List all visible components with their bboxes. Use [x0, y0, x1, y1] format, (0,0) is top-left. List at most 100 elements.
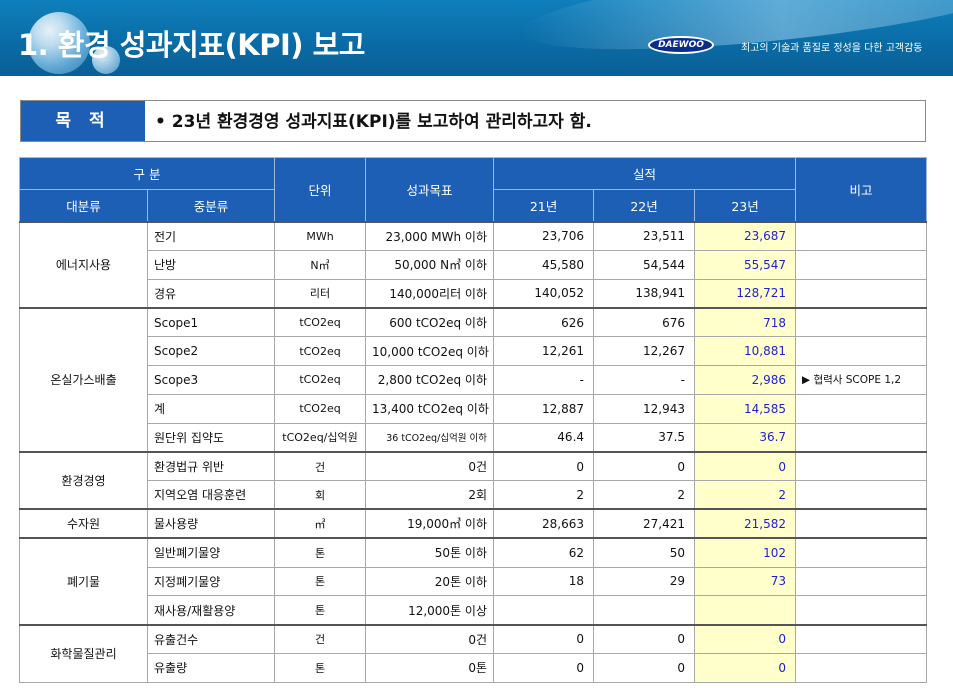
result-23-cell: 14,585: [694, 393, 797, 424]
result-23-cell: 718: [694, 306, 797, 338]
minor-category-cell: Scope1: [146, 306, 276, 338]
table-row: 온실가스배출 Scope1 tCO2eq 600 tCO2eq 이하 626 676 718: [19, 306, 928, 453]
note-cell: [795, 249, 928, 280]
result-21-cell: 2: [493, 480, 595, 510]
goal-cell: 13,400 tCO2eq 이하: [365, 393, 495, 424]
unit-cell: 건: [274, 450, 367, 482]
minor-category-cell: 원단위 집약도: [146, 422, 276, 453]
goal-cell: 50톤 이하: [365, 537, 495, 568]
major-category-cell: 온실가스배출: [19, 306, 148, 453]
bubble-decoration-icon: [28, 12, 90, 74]
result-21-cell: 23,706: [493, 220, 595, 251]
unit-cell: 톤: [274, 537, 367, 568]
note-cell: [795, 623, 928, 654]
kpi-table: 구 분 단위 성과목표 실적 비고 대분류 중분류 21년 22년 23년 에너…: [18, 157, 928, 683]
header-unit: 단위: [274, 157, 367, 222]
header-note: 비고: [795, 157, 928, 222]
major-category-cell: 에너지사용: [19, 220, 148, 309]
result-23-cell: 0: [694, 623, 797, 654]
table-row: 경유 리터 140,000리터 이하 140,052 138,941 128,721: [20, 278, 928, 309]
result-21-cell: 28,663: [493, 508, 595, 539]
goal-cell: 12,000톤 이상: [365, 595, 495, 626]
minor-category-cell: 전기: [146, 220, 276, 251]
header-major: 대분류: [19, 189, 148, 222]
unit-cell: N㎥: [274, 249, 367, 280]
note-cell: [795, 595, 928, 626]
header-goal: 성과목표: [365, 157, 495, 222]
result-22-cell: 54,544: [593, 249, 696, 280]
note-cell: [795, 480, 928, 510]
goal-cell: 0건: [365, 623, 495, 654]
table-row: 지정폐기물양 톤 20톤 이하 18 29 73: [20, 566, 928, 597]
unit-cell: 톤: [274, 652, 367, 683]
note-cell: [795, 422, 928, 453]
goal-cell: 600 tCO2eq 이하: [365, 306, 495, 338]
table-row: 지역오염 대응훈련 회 2회 2 2 2: [20, 480, 928, 510]
minor-category-cell: 계: [146, 393, 276, 424]
unit-cell: MWh: [274, 220, 367, 251]
table-row: 화학물질관리 유출건수 건 0건 0 0 0: [19, 623, 928, 683]
note-cell: [795, 336, 928, 366]
goal-cell: 2,800 tCO2eq 이하: [365, 364, 495, 395]
table-row: Scope3 tCO2eq 2,800 tCO2eq 이하 - -2,986 ▶ 협력사 …: [20, 364, 928, 395]
table-row: 원단위 집약도 tCO2eq/십억원 36 tCO2eq/십억원 이하 46.4 37.…: [20, 422, 928, 453]
table-row: 난방 N㎥ 50,000 N㎥ 이하 45,580 54,544 55,547: [20, 249, 928, 280]
result-22-cell: 37.5: [593, 422, 696, 453]
result-21-cell: 46.4: [493, 422, 595, 453]
unit-cell: 톤: [274, 595, 367, 626]
result-23-cell: 23,687: [694, 220, 797, 251]
major-category-cell: 수자원: [19, 508, 148, 539]
result-22-cell: 23,511: [593, 220, 696, 251]
unit-cell: 톤: [274, 566, 367, 597]
goal-cell: 36 tCO2eq/십억원 이하: [365, 422, 495, 453]
minor-category-cell: 지정폐기물양: [146, 566, 276, 597]
result-23-cell: 2: [694, 480, 797, 510]
result-23-cell: 55,547: [694, 249, 797, 280]
table-body: 에너지사용 전기 MWh 23,000 MWh 이하 23,706 23,511 23,68…: [19, 220, 928, 683]
unit-cell: ㎥: [274, 508, 367, 539]
note-cell: [795, 278, 928, 309]
note-cell: ▶ 협력사 SCOPE 1,2: [795, 364, 928, 395]
header-wave-decoration: [517, 0, 953, 67]
result-22-cell: 27,421: [593, 508, 696, 539]
note-cell: [795, 450, 928, 482]
goal-cell: 19,000㎥ 이하: [365, 508, 495, 539]
result-22-cell: -: [593, 364, 696, 395]
unit-cell: tCO2eq: [274, 393, 367, 424]
goal-cell: 10,000 tCO2eq 이하: [365, 336, 495, 366]
header-y23: 23년: [694, 189, 797, 222]
result-21-cell: 62: [493, 537, 595, 568]
result-21-cell: 18: [493, 566, 595, 597]
result-21-cell: 12,261: [493, 336, 595, 366]
minor-category-cell: 물사용량: [146, 508, 276, 539]
minor-category-cell: 유출량: [146, 652, 276, 683]
result-22-cell: 2: [593, 480, 696, 510]
unit-cell: 건: [274, 623, 367, 654]
table-row: 유출량 톤 0톤 0 0 0: [20, 652, 928, 683]
minor-category-cell: 경유: [146, 278, 276, 309]
header-y22: 22년: [593, 189, 696, 222]
result-21-cell: 0: [493, 623, 595, 654]
header-minor: 중분류: [146, 189, 276, 222]
note-cell: [795, 508, 928, 539]
result-21-cell: 0: [493, 652, 595, 683]
note-cell: [795, 652, 928, 683]
result-23-cell: 21,582: [694, 508, 797, 539]
table-row: 에너지사용 전기 MWh 23,000 MWh 이하 23,706 23,511 23,68…: [19, 220, 928, 309]
note-cell: [795, 393, 928, 424]
result-21-cell: 45,580: [493, 249, 595, 280]
goal-cell: 140,000리터 이하: [365, 278, 495, 309]
note-cell: [795, 306, 928, 338]
header-results: 실적: [493, 157, 797, 190]
purpose-text: • 23년 환경경영 성과지표(KPI)를 보고하여 관리하고자 함.: [155, 112, 592, 132]
table-header: 구 분 단위 성과목표 실적 비고 대분류 중분류 21년 22년 23년: [18, 157, 928, 222]
note-cell: [795, 220, 928, 251]
result-22-cell: 0: [593, 450, 696, 482]
minor-category-cell: Scope3: [146, 364, 276, 395]
minor-category-cell: 재사용/재활용양: [146, 595, 276, 626]
page-title: 1. 환경 성과지표(KPI) 보고: [18, 28, 365, 62]
result-23-cell: [694, 595, 797, 626]
unit-cell: tCO2eq: [274, 364, 367, 395]
table-row: 폐기물 일반폐기물양 톤 50톤 이하 62 50 102: [19, 537, 928, 626]
result-23-cell: 73: [694, 566, 797, 597]
